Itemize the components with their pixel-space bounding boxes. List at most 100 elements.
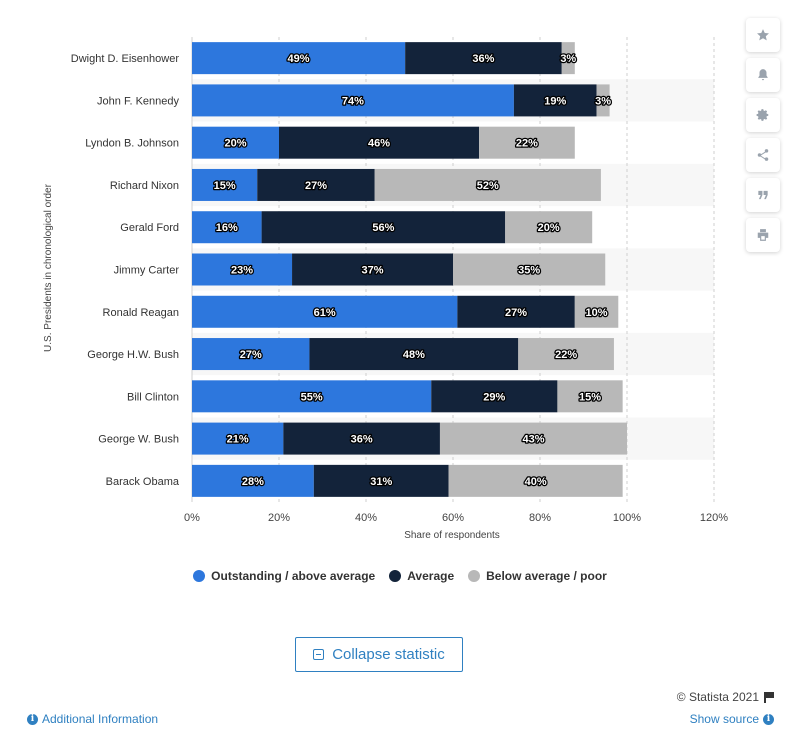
data-label: 43%	[522, 434, 544, 446]
data-label: 23%	[231, 265, 253, 277]
bar-segment[interactable]	[192, 253, 293, 286]
category-label: Ronald Reagan	[103, 307, 179, 319]
share-button[interactable]	[746, 138, 780, 172]
bar-segment[interactable]	[574, 295, 619, 328]
gear-icon	[756, 109, 769, 121]
cite-button[interactable]	[746, 178, 780, 212]
bar-segment[interactable]	[557, 380, 623, 413]
bar-segment[interactable]	[431, 380, 558, 413]
x-axis-title: Share of respondents	[404, 530, 500, 541]
data-label: 48%	[403, 349, 425, 361]
data-label: 36%	[351, 434, 373, 446]
data-label: 29%	[483, 391, 505, 403]
bar-segment[interactable]	[561, 42, 575, 75]
data-label: 15%	[214, 180, 236, 192]
copyright: © Statista 2021	[677, 690, 774, 704]
category-label: George W. Bush	[98, 434, 179, 446]
side-toolbar	[746, 18, 780, 252]
data-label: 20%	[538, 222, 560, 234]
bar-segment[interactable]	[192, 422, 284, 455]
show-source-link[interactable]: Show source i	[690, 712, 774, 726]
data-label: 49%	[288, 53, 310, 65]
legend-swatch-outstanding	[193, 570, 206, 582]
data-label: 52%	[477, 180, 499, 192]
legend-label-below-average: Below average / poor	[486, 569, 607, 583]
legend-swatch-below-average	[468, 570, 481, 582]
bar-segment[interactable]	[309, 338, 519, 371]
share-icon	[757, 149, 769, 161]
quote-icon	[758, 190, 768, 200]
bar-segment[interactable]	[448, 464, 623, 497]
bar-segment[interactable]	[453, 253, 606, 286]
additional-information-label: Additional Information	[42, 712, 159, 726]
data-label: 15%	[579, 391, 601, 403]
data-label: 27%	[505, 307, 527, 319]
bar-segment[interactable]	[192, 338, 310, 371]
collapse-icon	[313, 649, 325, 660]
data-label: 40%	[525, 476, 547, 488]
data-label: 61%	[314, 307, 336, 319]
data-label: 20%	[224, 138, 246, 150]
bar-segment[interactable]	[192, 464, 314, 497]
data-label: 55%	[301, 391, 323, 403]
collapse-statistic-button[interactable]: Collapse statistic	[295, 637, 463, 672]
data-label: 56%	[372, 222, 394, 234]
legend-item-below-average[interactable]: Below average / poor	[468, 569, 607, 583]
settings-button[interactable]	[746, 98, 780, 132]
legend-item-average[interactable]: Average	[389, 569, 454, 583]
flag-icon[interactable]	[764, 691, 774, 703]
bar-segment[interactable]	[279, 126, 480, 159]
data-label: 27%	[305, 180, 327, 192]
favorite-button[interactable]	[746, 18, 780, 52]
bar-segment[interactable]	[283, 422, 440, 455]
bar-segment[interactable]	[192, 211, 262, 244]
print-button[interactable]	[746, 218, 780, 252]
data-label: 35%	[518, 265, 540, 277]
bar-segment[interactable]	[439, 422, 627, 455]
bar-segment[interactable]	[479, 126, 575, 159]
info-icon: i	[27, 713, 38, 725]
bar-segment[interactable]	[192, 168, 258, 201]
data-label: 16%	[216, 222, 238, 234]
category-label: George H.W. Bush	[87, 349, 179, 361]
legend-swatch-average	[389, 570, 402, 582]
x-tick-label: 60%	[442, 512, 464, 524]
additional-information-link[interactable]: i Additional Information	[27, 712, 158, 726]
bar-segment[interactable]	[257, 168, 375, 201]
data-label: 37%	[362, 265, 384, 277]
bar-segment[interactable]	[313, 464, 449, 497]
bar-segment[interactable]	[505, 211, 593, 244]
bar-segment[interactable]	[518, 338, 614, 371]
category-label: John F. Kennedy	[97, 95, 179, 107]
bar-segment[interactable]	[192, 84, 514, 117]
bar-segment[interactable]	[596, 84, 610, 117]
category-label: Barack Obama	[106, 476, 180, 488]
bar-segment[interactable]	[292, 253, 453, 286]
data-label: 27%	[240, 349, 262, 361]
data-label: 22%	[555, 349, 577, 361]
collapse-label: Collapse statistic	[332, 646, 445, 663]
bar-segment[interactable]	[405, 42, 562, 75]
bell-icon	[758, 69, 768, 81]
category-label: Jimmy Carter	[114, 265, 180, 277]
data-label: 36%	[472, 53, 494, 65]
x-tick-label: 80%	[529, 512, 551, 524]
bar-segment[interactable]	[513, 84, 597, 117]
data-label: 19%	[544, 95, 566, 107]
data-label: 10%	[586, 307, 608, 319]
bar-segment[interactable]	[192, 295, 458, 328]
x-tick-label: 40%	[355, 512, 377, 524]
legend-label-outstanding: Outstanding / above average	[211, 569, 376, 583]
bar-segment[interactable]	[192, 380, 432, 413]
x-tick-label: 100%	[613, 512, 641, 524]
notification-button[interactable]	[746, 58, 780, 92]
bar-segment[interactable]	[192, 126, 279, 159]
bar-segment[interactable]	[457, 295, 575, 328]
show-source-label: Show source	[689, 712, 759, 726]
bar-segment[interactable]	[261, 211, 506, 244]
legend: Outstanding / above average Average Belo…	[0, 569, 800, 583]
bar-segment[interactable]	[374, 168, 601, 201]
bar-segment[interactable]	[192, 42, 406, 75]
legend-item-outstanding[interactable]: Outstanding / above average	[193, 569, 375, 583]
x-tick-label: 20%	[268, 512, 290, 524]
